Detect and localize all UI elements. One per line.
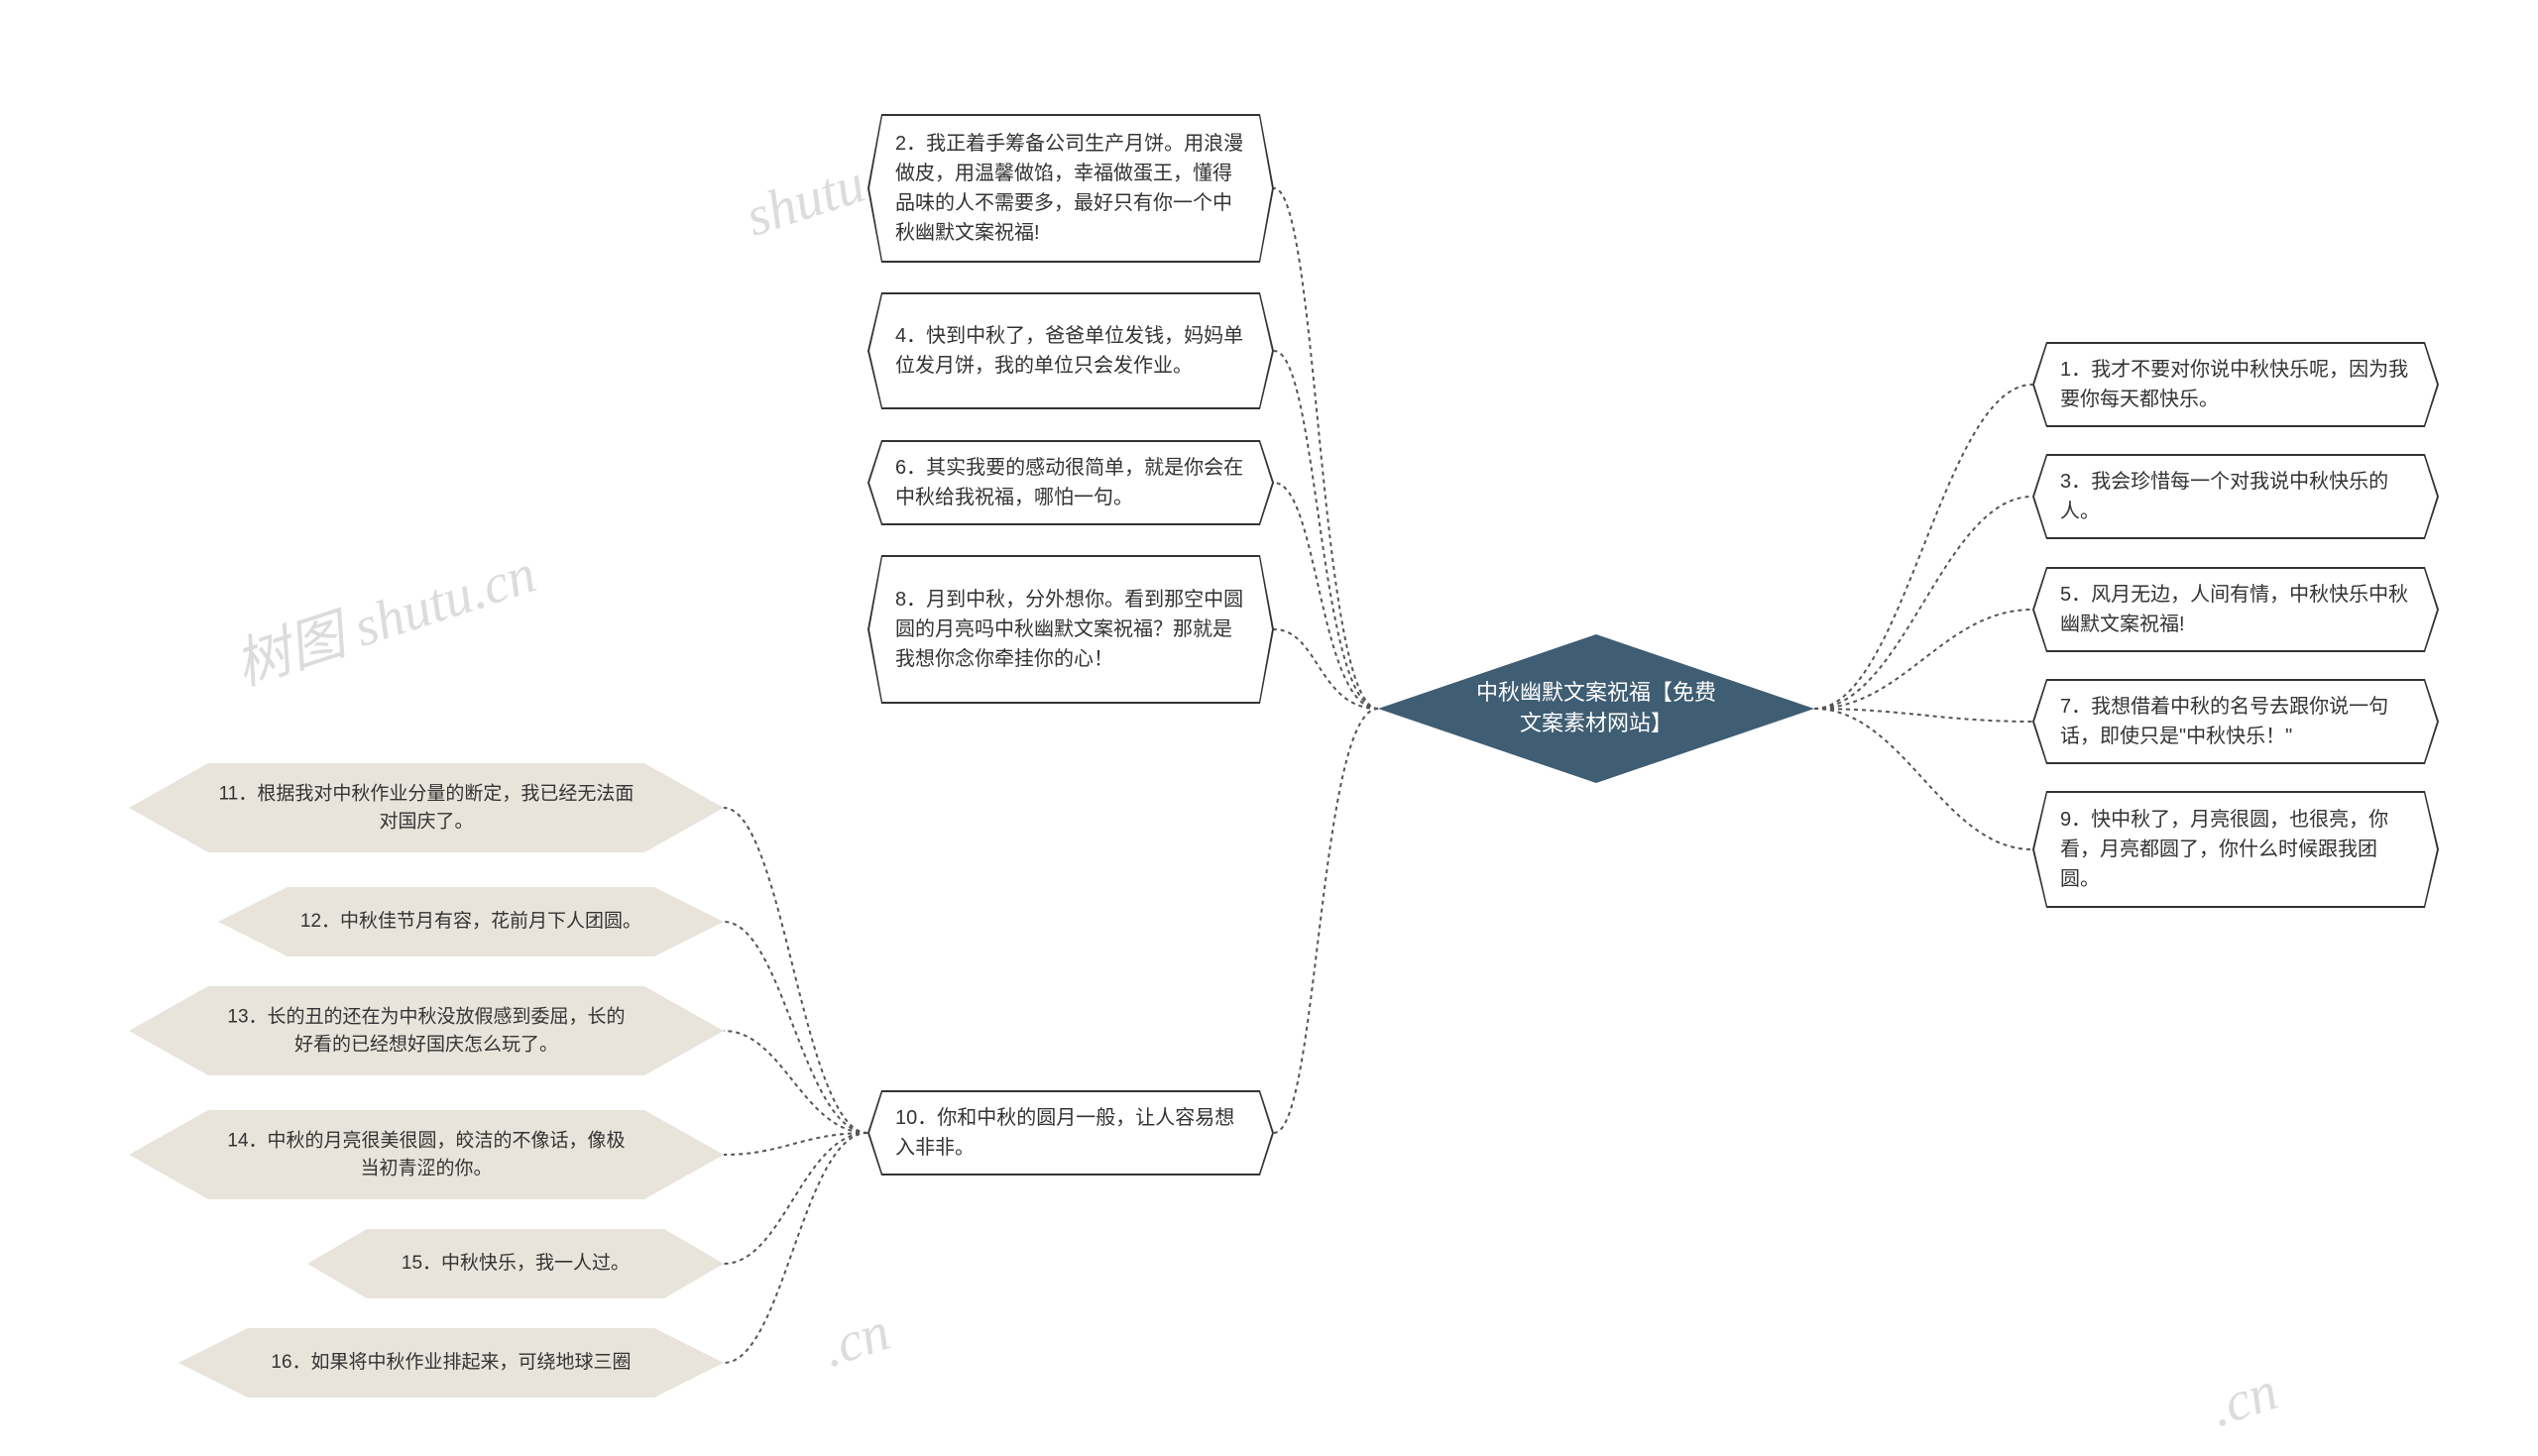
watermark: .cn xyxy=(815,1299,897,1381)
child-node-g12[interactable]: 12．中秋佳节月有容，花前月下人团圆。 xyxy=(218,887,724,956)
child-label: 16．如果将中秋作业排起来，可绕地球三圈 xyxy=(261,1349,642,1377)
branch-label: 3．我会珍惜每一个对我说中秋快乐的人。 xyxy=(2034,456,2437,537)
child-node-g15[interactable]: 15．中秋快乐，我一人过。 xyxy=(307,1229,724,1298)
center-node[interactable]: 中秋幽默文案祝福【免费文案素材网站】 xyxy=(1378,634,1814,783)
child-node-g13[interactable]: 13．长的丑的还在为中秋没放假感到委屈，长的好看的已经想好国庆怎么玩了。 xyxy=(129,986,724,1075)
child-label: 14．中秋的月亮很美很圆，皎洁的不像话，像极当初青涩的你。 xyxy=(218,1127,634,1181)
branch-label: 9．快中秋了，月亮很圆，也很亮，你看，月亮都圆了，你什么时候跟我团圆。 xyxy=(2034,793,2437,906)
center-node-label: 中秋幽默文案祝福【免费文案素材网站】 xyxy=(1467,678,1725,739)
child-node-g14[interactable]: 14．中秋的月亮很美很圆，皎洁的不像话，像极当初青涩的你。 xyxy=(129,1110,724,1199)
branch-node-r3[interactable]: 3．我会珍惜每一个对我说中秋快乐的人。 xyxy=(2032,454,2439,539)
branch-node-l6[interactable]: 6．其实我要的感动很简单，就是你会在中秋给我祝福，哪怕一句。 xyxy=(867,440,1274,525)
branch-label: 7．我想借着中秋的名号去跟你说一句话，即使只是"中秋快乐！" xyxy=(2034,681,2437,762)
branch-label: 8．月到中秋，分外想你。看到那空中圆圆的月亮吗中秋幽默文案祝福？那就是我想你念你… xyxy=(869,557,1272,702)
branch-node-r9[interactable]: 9．快中秋了，月亮很圆，也很亮，你看，月亮都圆了，你什么时候跟我团圆。 xyxy=(2032,791,2439,908)
watermark: .cn xyxy=(2203,1359,2285,1440)
child-label: 13．长的丑的还在为中秋没放假感到委屈，长的好看的已经想好国庆怎么玩了。 xyxy=(218,1003,634,1058)
branch-label: 2．我正着手筹备公司生产月饼。用浪漫做皮，用温馨做馅，幸福做蛋王，懂得品味的人不… xyxy=(869,116,1272,261)
branch-label: 6．其实我要的感动很简单，就是你会在中秋给我祝福，哪怕一句。 xyxy=(869,442,1272,523)
mindmap-canvas: 树图 shutu.cn shutu.cn shutu.cn .cn .cn 中秋… xyxy=(0,0,2538,1456)
branch-node-l8[interactable]: 8．月到中秋，分外想你。看到那空中圆圆的月亮吗中秋幽默文案祝福？那就是我想你念你… xyxy=(867,555,1274,704)
child-label: 12．中秋佳节月有容，花前月下人团圆。 xyxy=(294,908,648,936)
branch-node-l10[interactable]: 10．你和中秋的圆月一般，让人容易想入非非。 xyxy=(867,1090,1274,1176)
branch-label: 1．我才不要对你说中秋快乐呢，因为我要你每天都快乐。 xyxy=(2034,344,2437,425)
branch-node-r7[interactable]: 7．我想借着中秋的名号去跟你说一句话，即使只是"中秋快乐！" xyxy=(2032,679,2439,764)
child-label: 15．中秋快乐，我一人过。 xyxy=(370,1250,661,1278)
branch-node-l2[interactable]: 2．我正着手筹备公司生产月饼。用浪漫做皮，用温馨做馅，幸福做蛋王，懂得品味的人不… xyxy=(867,114,1274,263)
branch-label: 5．风月无边，人间有情，中秋快乐中秋幽默文案祝福! xyxy=(2034,569,2437,650)
child-node-g11[interactable]: 11．根据我对中秋作业分量的断定，我已经无法面对国庆了。 xyxy=(129,763,724,852)
watermark: 树图 shutu.cn xyxy=(223,528,544,701)
branch-label: 10．你和中秋的圆月一般，让人容易想入非非。 xyxy=(869,1092,1272,1174)
child-label: 11．根据我对中秋作业分量的断定，我已经无法面对国庆了。 xyxy=(218,780,634,835)
child-node-g16[interactable]: 16．如果将中秋作业排起来，可绕地球三圈 xyxy=(178,1328,724,1398)
branch-node-r5[interactable]: 5．风月无边，人间有情，中秋快乐中秋幽默文案祝福! xyxy=(2032,567,2439,652)
branch-label: 4．快到中秋了，爸爸单位发钱，妈妈单位发月饼，我的单位只会发作业。 xyxy=(869,294,1272,407)
branch-node-l4[interactable]: 4．快到中秋了，爸爸单位发钱，妈妈单位发月饼，我的单位只会发作业。 xyxy=(867,292,1274,409)
branch-node-r1[interactable]: 1．我才不要对你说中秋快乐呢，因为我要你每天都快乐。 xyxy=(2032,342,2439,427)
